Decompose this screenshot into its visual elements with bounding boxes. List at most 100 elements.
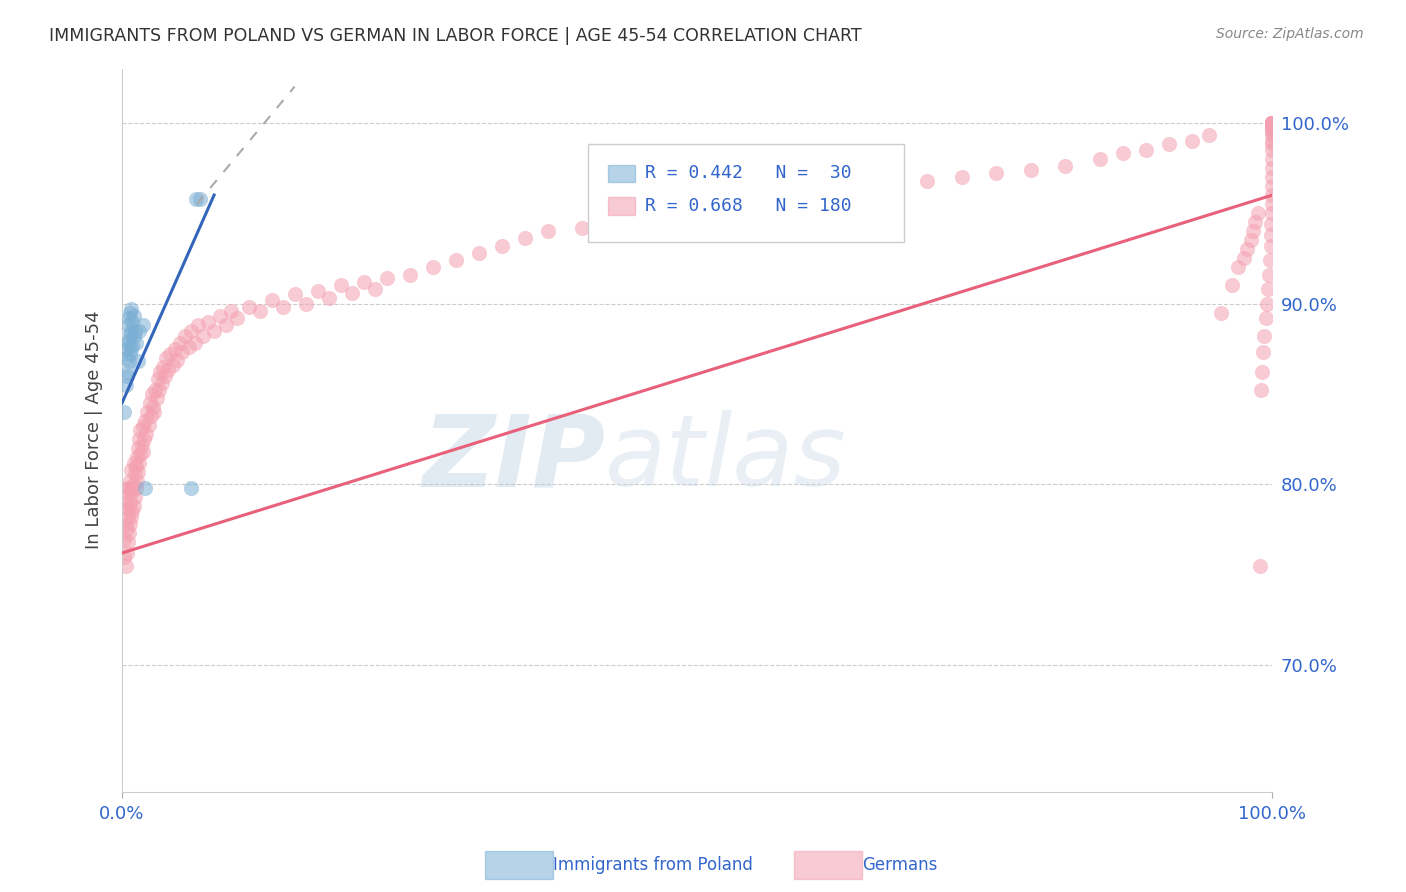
Point xyxy=(124,490,146,504)
Point xyxy=(120,495,142,509)
Point xyxy=(537,224,560,238)
Point xyxy=(149,365,172,379)
Point xyxy=(134,481,156,495)
Point xyxy=(1261,128,1284,143)
Point xyxy=(1157,137,1180,152)
Point xyxy=(117,318,139,333)
Point xyxy=(122,499,145,513)
Point xyxy=(159,347,181,361)
Point xyxy=(675,206,697,220)
Point xyxy=(295,296,318,310)
Point xyxy=(1241,224,1264,238)
Point xyxy=(329,278,352,293)
Text: Immigrants from Poland: Immigrants from Poland xyxy=(553,856,752,874)
Point xyxy=(444,253,467,268)
Text: IMMIGRANTS FROM POLAND VS GERMAN IN LABOR FORCE | AGE 45-54 CORRELATION CHART: IMMIGRANTS FROM POLAND VS GERMAN IN LABO… xyxy=(49,27,862,45)
Point xyxy=(120,517,142,532)
Point xyxy=(132,444,155,458)
Point xyxy=(1239,233,1261,247)
Point xyxy=(571,220,593,235)
Point xyxy=(1261,121,1284,136)
Point xyxy=(1261,116,1284,130)
Point xyxy=(846,185,869,199)
Point xyxy=(114,377,136,392)
Point xyxy=(170,345,193,359)
Point xyxy=(1261,152,1284,166)
Point xyxy=(1261,116,1284,130)
Point xyxy=(1258,268,1281,282)
Point xyxy=(187,318,209,333)
Point xyxy=(1246,206,1268,220)
Point xyxy=(491,238,513,252)
Point xyxy=(1261,134,1284,148)
Point xyxy=(1261,116,1284,130)
Point xyxy=(120,327,142,342)
Point xyxy=(162,358,184,372)
Point xyxy=(1253,329,1275,343)
Point xyxy=(1261,116,1284,130)
Point xyxy=(1135,143,1157,157)
Point xyxy=(127,441,149,455)
Point xyxy=(1261,116,1284,130)
Point xyxy=(129,423,152,437)
Point xyxy=(398,268,420,282)
Point xyxy=(120,347,142,361)
Point xyxy=(1261,188,1284,202)
FancyBboxPatch shape xyxy=(485,851,553,880)
Point xyxy=(1260,238,1282,252)
Point xyxy=(115,481,138,495)
Point xyxy=(1261,116,1284,130)
Point xyxy=(120,301,142,316)
Point xyxy=(115,500,138,515)
Point xyxy=(1261,116,1284,130)
Text: R = 0.668   N = 180: R = 0.668 N = 180 xyxy=(645,197,852,215)
Point xyxy=(1261,116,1284,130)
Point xyxy=(640,211,662,226)
Point xyxy=(188,192,211,206)
Point xyxy=(1261,120,1284,134)
Point xyxy=(1261,116,1284,130)
Point xyxy=(1261,116,1284,130)
Point xyxy=(208,309,231,323)
Point xyxy=(157,363,180,377)
Point xyxy=(1198,128,1220,143)
Point xyxy=(120,324,142,338)
Point xyxy=(124,467,146,481)
Point xyxy=(986,166,1008,180)
Point xyxy=(136,405,159,419)
Point xyxy=(882,179,904,194)
Point xyxy=(202,324,225,338)
Point xyxy=(122,309,145,323)
Point xyxy=(1251,365,1274,379)
Point xyxy=(1260,227,1282,242)
Point xyxy=(121,315,143,329)
Point xyxy=(128,324,150,338)
Point xyxy=(1019,162,1042,177)
Point xyxy=(513,231,536,245)
Point xyxy=(124,324,146,338)
Point xyxy=(112,549,135,564)
Point xyxy=(120,486,142,500)
Point xyxy=(1261,116,1284,130)
FancyBboxPatch shape xyxy=(588,145,904,242)
Point xyxy=(1261,120,1284,134)
Point xyxy=(191,329,214,343)
Point xyxy=(1258,253,1281,268)
Point xyxy=(120,509,142,524)
FancyBboxPatch shape xyxy=(794,851,862,880)
Point xyxy=(238,300,260,314)
Point xyxy=(128,432,150,446)
Point xyxy=(121,481,143,495)
Point xyxy=(121,504,143,518)
Point xyxy=(1251,345,1274,359)
Point xyxy=(180,324,202,338)
Point xyxy=(917,173,939,187)
Point xyxy=(284,287,307,301)
Point xyxy=(125,450,148,465)
Point xyxy=(709,202,731,217)
Point xyxy=(1261,116,1284,130)
Point xyxy=(122,456,145,470)
Text: ZIP: ZIP xyxy=(422,410,605,508)
Point xyxy=(1257,282,1279,296)
Point xyxy=(1088,152,1111,166)
